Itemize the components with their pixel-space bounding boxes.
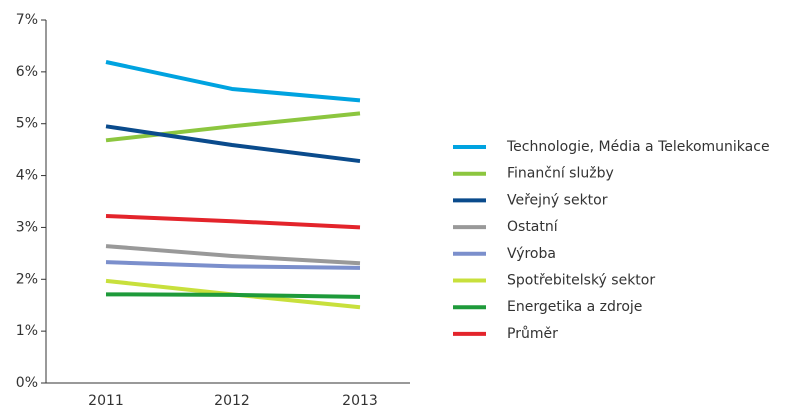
y-tick-label: 6% [16,64,38,80]
x-tick-label: 2011 [88,393,124,407]
y-tick-label: 1% [16,323,38,339]
series-line [105,60,361,103]
legend-label: Spotřebitelský sektor [507,273,655,289]
legend-label: Finanční služby [507,166,614,182]
x-tick-label: 2013 [342,393,378,407]
series-line [105,260,361,270]
y-tick-label: 5% [16,116,38,132]
legend-label: Průměr [507,326,558,342]
series-line [105,292,361,299]
legend-label: Energetika a zdroje [507,299,642,315]
legend-label: Veřejný sektor [507,192,608,208]
y-tick-label: 7% [16,12,38,28]
series-line [105,111,361,143]
legend-label: Ostatní [507,219,559,235]
legend-label: Výroba [507,246,556,262]
series-line [105,214,361,230]
series-line [105,124,361,164]
series-line [105,244,361,266]
y-tick-label: 0% [16,375,38,391]
x-tick-label: 2012 [214,393,250,407]
legend-label: Technologie, Média a Telekomunikace [506,139,770,155]
y-tick-label: 2% [16,271,38,287]
y-tick-label: 4% [16,168,38,184]
y-tick-label: 3% [16,219,38,235]
